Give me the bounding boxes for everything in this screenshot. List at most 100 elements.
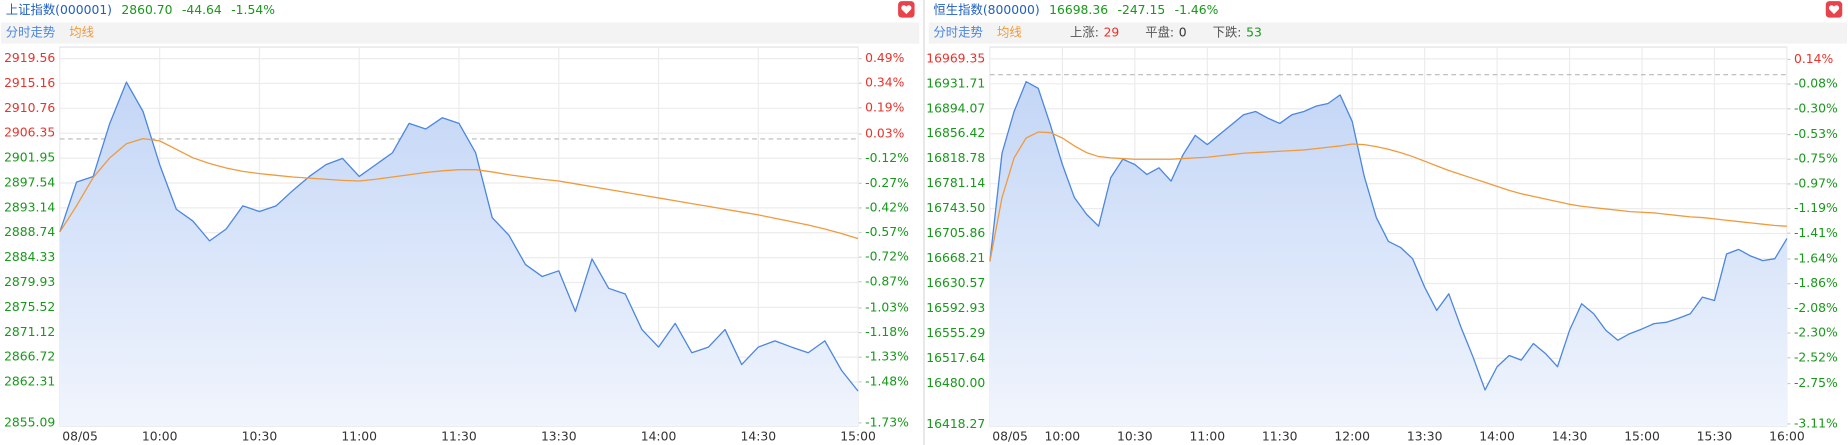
y2-tick-label: 0.19% bbox=[865, 100, 905, 114]
stat-label: 上涨: bbox=[1070, 24, 1099, 39]
y-tick-label: 16931.71 bbox=[926, 76, 985, 90]
x-tick-label: 11:30 bbox=[441, 429, 477, 443]
x-tick-label: 14:00 bbox=[641, 429, 677, 443]
y2-tick-label: -1.18% bbox=[865, 325, 909, 339]
stat-label: 下跌: bbox=[1213, 24, 1242, 39]
y-tick-label: 16969.35 bbox=[926, 51, 985, 65]
y-tick-label: 16818.78 bbox=[926, 151, 985, 165]
y2-tick-label: -2.30% bbox=[1794, 326, 1838, 340]
y2-tick-label: -1.41% bbox=[1794, 226, 1838, 240]
y2-tick-label: -2.08% bbox=[1794, 301, 1838, 315]
series-tab[interactable]: 均线 bbox=[69, 25, 94, 39]
x-tick-label: 14:30 bbox=[740, 429, 776, 443]
y2-tick-label: -3.11% bbox=[1794, 416, 1838, 430]
y-tick-label: 16630.57 bbox=[926, 276, 985, 290]
x-tick-label: 10:00 bbox=[142, 429, 178, 443]
y-tick-label: 16743.50 bbox=[926, 201, 985, 215]
y-tick-label: 16894.07 bbox=[926, 101, 985, 115]
y-tick-label: 2855.09 bbox=[4, 415, 55, 429]
x-tick-label: 15:00 bbox=[840, 429, 876, 443]
stat-label: 平盘: bbox=[1145, 24, 1174, 39]
stat-value: 53 bbox=[1246, 25, 1262, 39]
average-line bbox=[989, 131, 1787, 262]
y-tick-label: 16705.86 bbox=[926, 226, 985, 240]
y2-tick-label: -0.97% bbox=[1794, 176, 1838, 190]
index-name: 上证指数(000001) bbox=[6, 2, 112, 17]
x-tick-label: 12:00 bbox=[1334, 429, 1370, 443]
stat-value: 0 bbox=[1179, 25, 1187, 39]
y2-tick-label: -1.86% bbox=[1794, 276, 1838, 290]
x-tick-label: 08/05 bbox=[992, 429, 1028, 443]
heart bbox=[901, 5, 912, 15]
y-tick-label: 2893.14 bbox=[4, 200, 55, 214]
x-tick-label: 11:00 bbox=[1189, 429, 1225, 443]
x-tick-label: 10:30 bbox=[1117, 429, 1153, 443]
x-tick-label: 16:00 bbox=[1769, 429, 1805, 443]
quote-change-pct: -1.46% bbox=[1175, 3, 1219, 17]
series-tab[interactable]: 分时走势 bbox=[933, 25, 982, 39]
y2-tick-label: 0.49% bbox=[865, 51, 905, 65]
average-line bbox=[59, 137, 859, 240]
y-tick-label: 2906.35 bbox=[4, 126, 55, 140]
y2-tick-label: -0.42% bbox=[865, 200, 909, 214]
y-tick-label: 16418.27 bbox=[926, 417, 985, 431]
x-tick-label: 11:00 bbox=[341, 429, 377, 443]
y-tick-label: 16555.29 bbox=[926, 326, 985, 340]
y2-tick-label: -1.19% bbox=[1794, 201, 1838, 215]
y2-tick-label: 0.14% bbox=[1794, 52, 1834, 66]
y2-tick-label: -1.33% bbox=[865, 350, 909, 364]
y-tick-label: 2866.72 bbox=[4, 350, 55, 364]
y-tick-label: 16480.00 bbox=[926, 376, 985, 390]
series-tab[interactable]: 均线 bbox=[997, 25, 1022, 39]
y2-tick-label: -0.75% bbox=[1794, 152, 1838, 166]
y-tick-label: 2879.93 bbox=[4, 275, 55, 289]
x-tick-label: 10:30 bbox=[242, 429, 278, 443]
y-tick-label: 2910.76 bbox=[4, 101, 55, 115]
y2-tick-label: -0.08% bbox=[1794, 77, 1838, 91]
favorite-button[interactable] bbox=[898, 1, 915, 18]
heart bbox=[1828, 5, 1840, 15]
y2-tick-label: 0.03% bbox=[865, 127, 905, 141]
x-tick-label: 14:30 bbox=[1552, 429, 1588, 443]
y2-tick-label: -1.48% bbox=[865, 374, 909, 388]
y2-tick-label: -1.73% bbox=[865, 415, 909, 429]
y-tick-label: 2897.54 bbox=[4, 176, 55, 190]
y-tick-label: 2871.12 bbox=[4, 325, 55, 339]
x-tick-label: 11:30 bbox=[1262, 429, 1298, 443]
price-line bbox=[989, 80, 1788, 391]
y-tick-label: 2875.52 bbox=[4, 300, 55, 314]
y2-tick-label: -1.64% bbox=[1794, 252, 1838, 266]
y-tick-label: 2862.31 bbox=[4, 375, 55, 389]
price-area bbox=[989, 81, 1787, 427]
quote-change: -247.15 bbox=[1118, 3, 1166, 17]
y2-tick-label: -1.03% bbox=[865, 301, 909, 315]
y2-tick-label: -0.12% bbox=[865, 151, 909, 165]
y2-tick-label: -2.52% bbox=[1794, 350, 1838, 364]
y-tick-label: 16517.64 bbox=[926, 351, 985, 365]
quote-change: -44.64 bbox=[182, 3, 222, 17]
quote-last: 16698.36 bbox=[1049, 3, 1108, 17]
y2-tick-label: -2.75% bbox=[1794, 376, 1838, 390]
y2-tick-label: -0.72% bbox=[865, 250, 909, 264]
y-tick-label: 2919.56 bbox=[4, 51, 55, 65]
price-line bbox=[59, 81, 859, 392]
x-tick-label: 13:30 bbox=[541, 429, 577, 443]
y2-tick-label: -0.57% bbox=[865, 225, 909, 239]
x-tick-label: 15:00 bbox=[1624, 429, 1660, 443]
y-tick-label: 16668.21 bbox=[926, 251, 985, 265]
x-tick-label: 14:00 bbox=[1479, 429, 1515, 443]
index-name: 恒生指数(800000) bbox=[933, 2, 1039, 17]
series-tab[interactable]: 分时走势 bbox=[6, 25, 55, 39]
tab-bar bbox=[928, 22, 1847, 44]
y2-tick-label: 0.34% bbox=[865, 76, 905, 90]
x-tick-label: 13:30 bbox=[1407, 429, 1443, 443]
stat-value: 29 bbox=[1104, 25, 1120, 39]
x-tick-label: 08/05 bbox=[62, 429, 98, 443]
y-tick-label: 16856.42 bbox=[926, 126, 985, 140]
x-tick-label: 15:30 bbox=[1697, 429, 1733, 443]
y2-tick-label: -0.27% bbox=[865, 176, 909, 190]
favorite-button[interactable] bbox=[1825, 1, 1843, 18]
x-tick-label: 10:00 bbox=[1045, 429, 1081, 443]
